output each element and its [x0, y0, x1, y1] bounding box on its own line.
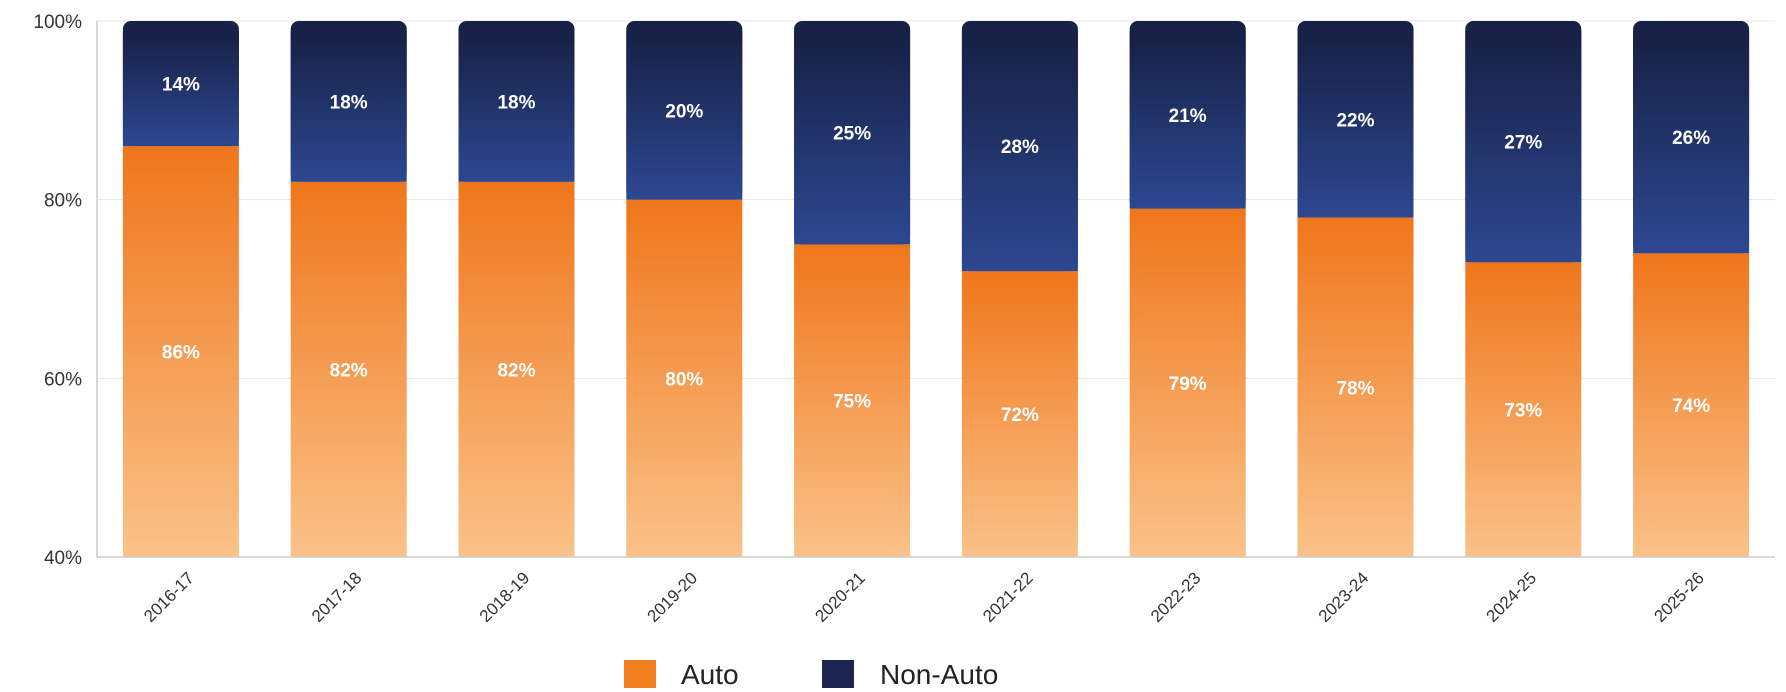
bar-group-2025-26 [1633, 21, 1750, 557]
legend-label: Non-Auto [880, 659, 998, 690]
x-tick-label: 2021-22 [979, 568, 1037, 626]
data-label-auto: 72% [1001, 405, 1039, 426]
legend-item-auto: Auto [624, 659, 739, 690]
y-tick-label: 60% [44, 369, 82, 390]
x-tick-label: 2017-18 [308, 568, 366, 626]
data-label-auto: 82% [330, 360, 368, 381]
data-label-auto: 86% [162, 343, 200, 364]
legend-item-non-auto: Non-Auto [822, 659, 998, 690]
y-tick-label: 100% [33, 12, 82, 33]
data-label-non-auto: 18% [497, 92, 535, 113]
bar-auto [1465, 262, 1582, 557]
data-label-auto: 80% [665, 369, 703, 390]
bar-group-2016-17 [122, 21, 239, 557]
data-label-non-auto: 27% [1504, 133, 1542, 154]
bar-auto [626, 199, 743, 557]
data-label-auto: 82% [497, 360, 535, 381]
x-tick-label: 2024-25 [1483, 568, 1541, 626]
bar-group-2021-22 [961, 21, 1078, 557]
data-label-non-auto: 20% [665, 101, 703, 122]
legend-swatch [624, 660, 656, 688]
x-tick-label: 2016-17 [140, 568, 198, 626]
x-tick-label: 2025-26 [1650, 568, 1708, 626]
bars: 14% 86% 18% 82% 18% 82% 20% 80% 25% 75% 28% 72% 21% 7… [122, 21, 1750, 557]
bar-auto [1633, 253, 1750, 557]
bar-non-auto-fill [290, 31, 407, 182]
bar-group-2019-20 [626, 21, 743, 557]
bar-non-auto-fill [1129, 31, 1246, 209]
bar-group-2022-23 [1129, 21, 1246, 557]
x-axis: 2016-17 2017-18 2018-19 2019-20 2020-21 2021-… [97, 556, 1775, 626]
data-label-non-auto: 14% [162, 75, 200, 96]
y-tick-label: 40% [44, 548, 82, 569]
bar-auto [1129, 208, 1246, 557]
bar-non-auto-fill [961, 31, 1078, 272]
legend-label: Auto [681, 659, 739, 690]
bar-auto [458, 181, 575, 557]
x-tick-label: 2023-24 [1315, 568, 1373, 626]
bar-non-auto-fill [122, 31, 239, 147]
bar-auto [794, 244, 911, 557]
data-label-auto: 73% [1504, 401, 1542, 422]
bar-group-2018-19 [458, 21, 575, 557]
legend-swatch [822, 660, 854, 688]
data-label-non-auto: 18% [330, 92, 368, 113]
bar-group-2020-21 [794, 21, 911, 557]
bar-group-2023-24 [1297, 21, 1414, 557]
data-label-non-auto: 28% [1001, 137, 1039, 158]
bar-auto [1297, 217, 1414, 557]
y-tick-label: 80% [44, 191, 82, 212]
x-tick-label: 2020-21 [811, 568, 869, 626]
x-tick-label: 2019-20 [644, 568, 702, 626]
data-label-non-auto: 25% [833, 124, 871, 145]
bar-non-auto-fill [1297, 31, 1414, 218]
bar-auto [122, 146, 239, 557]
x-tick-label: 2018-19 [476, 568, 534, 626]
bar-non-auto-fill [626, 31, 743, 200]
data-label-auto: 75% [833, 392, 871, 413]
bar-auto [961, 271, 1078, 557]
bar-non-auto-fill [1465, 31, 1582, 263]
bar-auto [290, 181, 407, 557]
data-label-non-auto: 22% [1336, 110, 1374, 131]
bar-group-2024-25 [1465, 21, 1582, 557]
data-label-auto: 79% [1169, 374, 1207, 395]
bar-group-2017-18 [290, 21, 407, 557]
bar-non-auto-fill [458, 31, 575, 182]
data-label-non-auto: 21% [1169, 106, 1207, 127]
data-label-auto: 78% [1336, 378, 1374, 399]
y-axis: 40% 60% 80% 100% [33, 12, 98, 569]
bar-non-auto-fill [794, 31, 911, 245]
bar-non-auto-fill [1633, 31, 1750, 254]
data-label-auto: 74% [1672, 396, 1710, 417]
x-tick-label: 2022-23 [1147, 568, 1205, 626]
data-label-non-auto: 26% [1672, 128, 1710, 149]
legend: Auto Non-Auto [624, 659, 998, 690]
